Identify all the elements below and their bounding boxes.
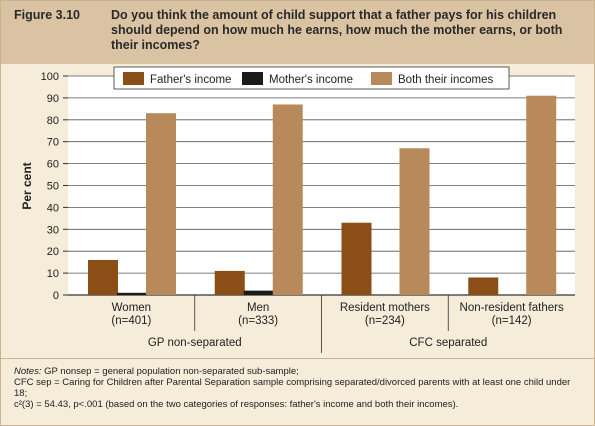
legend-label: Both their incomes <box>398 74 493 86</box>
y-tick-label: 50 <box>47 181 59 193</box>
figure-label: Figure 3.10 <box>14 8 80 22</box>
x-tick-label: Non-resident fathers <box>460 302 564 314</box>
bar <box>146 113 176 295</box>
y-axis-label: Per cent <box>20 162 34 209</box>
bar <box>399 148 430 295</box>
bar <box>272 104 303 295</box>
x-tick-label: Women <box>112 302 151 314</box>
figure-header: Figure 3.10 Do you think the amount of c… <box>1 1 594 64</box>
x-tick-n-label: (n=333) <box>238 315 278 327</box>
bar <box>88 259 118 295</box>
notes-line-2: CFC sep = Caring for Children after Pare… <box>14 377 573 399</box>
y-tick-label: 70 <box>47 137 59 149</box>
legend-swatch <box>242 72 263 85</box>
bar <box>341 222 372 295</box>
group-labels: GP non-separated CFC separated <box>148 337 487 349</box>
x-tick-n-label: (n=142) <box>492 315 532 327</box>
legend-box <box>113 66 510 90</box>
legend-swatch <box>123 72 144 85</box>
group-label: CFC separated <box>409 337 487 349</box>
notes-line-1: Notes: GP nonsep = general population no… <box>14 366 584 377</box>
bar <box>117 292 147 295</box>
y-tick-label: 40 <box>47 202 59 214</box>
notes: Notes: GP nonsep = general population no… <box>14 366 584 410</box>
y-tick-label: 100 <box>41 71 59 83</box>
group-label: GP non-separated <box>148 337 242 349</box>
bars <box>88 95 557 296</box>
y-tick-labels: 0 10 20 30 40 50 60 70 80 90 100 <box>41 71 59 302</box>
y-tick-label: 60 <box>47 159 59 171</box>
y-tick-label: 10 <box>47 268 59 280</box>
bar <box>526 95 557 296</box>
y-tick-label: 0 <box>53 290 59 302</box>
x-tick-n-label: (n=234) <box>365 315 405 327</box>
bar <box>214 270 245 295</box>
bar <box>243 290 274 295</box>
notes-prefix: Notes: <box>14 366 42 377</box>
legend-swatch <box>371 72 392 85</box>
x-tick-n-label: (n=401) <box>111 315 151 327</box>
legend-label: Mother's income <box>269 74 353 86</box>
legend: Father's income Mother's income Both their… <box>113 66 510 90</box>
legend-label: Father's income <box>150 74 231 86</box>
x-tick-labels: Women(n=401)Men(n=333)Resident mothers(n… <box>111 295 564 353</box>
y-tick-label: 80 <box>47 115 59 127</box>
figure-title: Do you think the amount of child support… <box>111 8 563 52</box>
x-tick-label: Men <box>247 302 269 314</box>
notes-text-1: GP nonsep = general population non-separ… <box>41 366 299 377</box>
bar <box>468 277 499 295</box>
y-tick-label: 90 <box>47 93 59 105</box>
y-tick-label: 30 <box>47 224 59 236</box>
notes-divider <box>1 358 594 359</box>
notes-line-3: c²(3) = 54.43, p<.001 (based on the two … <box>14 399 459 410</box>
y-tick-label: 20 <box>47 246 59 258</box>
x-tick-label: Resident mothers <box>340 302 430 314</box>
